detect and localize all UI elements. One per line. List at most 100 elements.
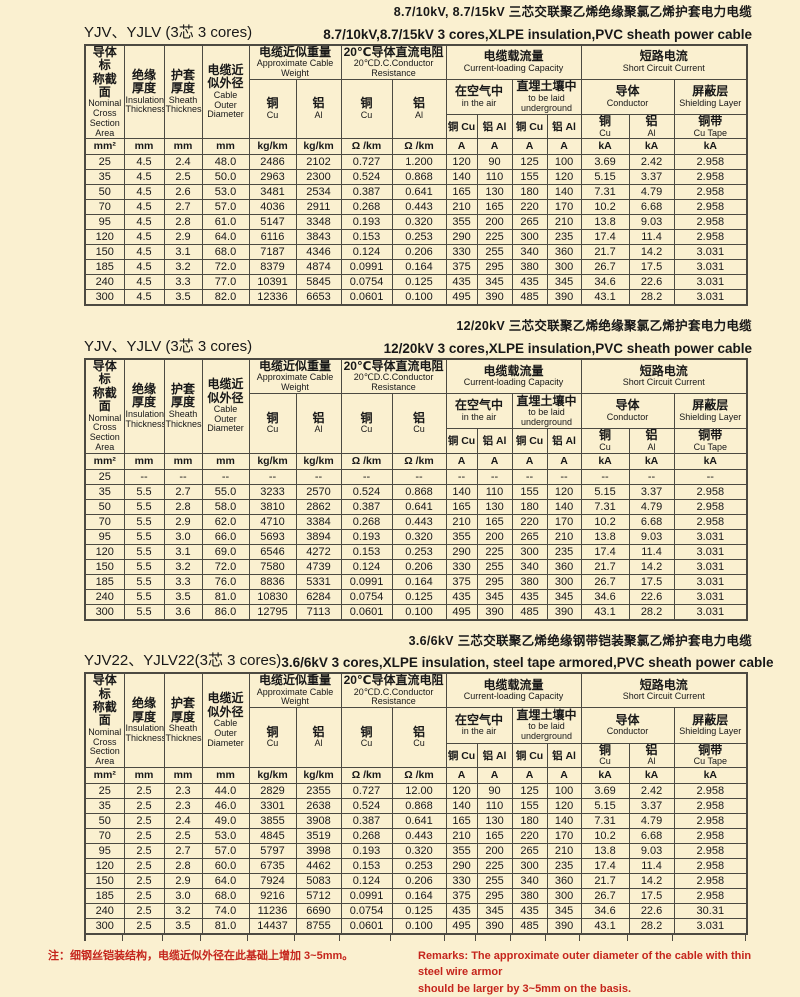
- table-cell: 5.15: [580, 483, 630, 500]
- table-cell: 0.124: [340, 244, 393, 261]
- table-cell: 435: [511, 274, 548, 291]
- table-cell: 7187: [248, 244, 297, 261]
- table-cell: 17.4: [580, 857, 630, 874]
- table-cell: 345: [546, 274, 582, 291]
- table-cell: 17.5: [628, 573, 675, 590]
- header-weight: 电缆近似重量 Approximate Cable Weight: [248, 44, 342, 80]
- remarks: 注：细钢丝铠装结构，电缆近似外径在此基础上增加 3~5mm。 Remarks: …: [48, 948, 754, 997]
- table-cell: 4.5: [123, 274, 165, 291]
- table-cell: 4.5: [123, 229, 165, 246]
- table-cell: 3.0: [163, 528, 203, 545]
- unit-cell: A: [511, 766, 548, 784]
- table-cell: 66.0: [201, 528, 250, 545]
- table-cell: 64.0: [201, 872, 250, 889]
- table-cell: 3.69: [580, 782, 630, 799]
- header-row-3: 铜 Cu 铝 Al 铜 Cu 铝 Al 铜 Cu 铝 Al 铜带 Cu Tape: [85, 114, 748, 140]
- table-cell: 330: [445, 558, 478, 575]
- table-cell: 5.5: [123, 588, 165, 605]
- header-conductor: 导体 Conductor: [580, 392, 675, 430]
- table-cell: 0.100: [391, 289, 447, 306]
- table-cell: 2.958: [673, 184, 748, 201]
- table-cell: --: [476, 468, 513, 485]
- header-capacity: 电缆载流量 Current-loading Capacity: [445, 358, 582, 394]
- header-row-1: 导体标 称截面 Nominal Cross Section Area 绝缘 厚度 In…: [84, 358, 748, 454]
- unit-cell: Ω /km: [340, 452, 393, 470]
- table-cell: 1.200: [391, 154, 447, 171]
- table-cell: 340: [511, 244, 548, 261]
- label-cn: 电缆载流量: [483, 677, 544, 692]
- table-cell: 2355: [295, 782, 342, 799]
- table-cell: 2.5: [163, 827, 203, 844]
- header-underground: 直埋土壤中 to be laid underground: [511, 78, 582, 116]
- table-row: 70 5.5 2.9 62.0 4710 3384 0.268 0.443 210 165 220 1…: [84, 513, 748, 530]
- table-cell: 0.524: [340, 483, 393, 500]
- label-cn: 铝: [413, 724, 426, 739]
- table-body: 25 2.5 2.3 44.0 2829 2355 0.727 12.00 120 90 125 10…: [84, 782, 748, 935]
- header-nominal: 导体标 称截面 Nominal Cross Section Area: [84, 358, 125, 454]
- table-cell: 0.268: [340, 513, 393, 530]
- label-cn: 在空气中: [455, 398, 504, 413]
- label-cn: 绝缘 厚度: [131, 67, 156, 96]
- table-cell: 35: [84, 483, 125, 500]
- label-cn: 铜: [266, 724, 279, 739]
- table-cell: 8836: [248, 573, 297, 590]
- table-cell: 345: [476, 588, 513, 605]
- label-cn: 导体: [615, 712, 640, 727]
- table-cell: 9.03: [628, 842, 675, 859]
- table-cell: 6284: [295, 588, 342, 605]
- table-cell: 4.5: [123, 169, 165, 186]
- table-cell: 2.958: [673, 887, 748, 904]
- table-cell: 495: [445, 917, 478, 935]
- unit-cell: kg/km: [295, 766, 342, 784]
- unit-cell: kA: [673, 766, 748, 784]
- table-cell: 2.958: [673, 229, 748, 246]
- table-cell: 72.0: [201, 259, 250, 276]
- table-cell: 4.79: [628, 812, 675, 829]
- table-cell: 2.5: [123, 872, 165, 889]
- table-row: 150 5.5 3.2 72.0 7580 4739 0.124 0.206 330 255 340…: [84, 558, 748, 575]
- label-en: Cu: [413, 738, 425, 749]
- table-cell: 0.0754: [340, 902, 393, 919]
- table-cell: 165: [445, 184, 478, 201]
- table-cell: 2.5: [123, 887, 165, 904]
- table-cell: 375: [445, 887, 478, 904]
- unit-cell: kA: [628, 138, 675, 156]
- table-cell: 95: [84, 528, 125, 545]
- header-cond-cu: 铜 Cu: [580, 742, 630, 768]
- label-cn: 导体标 称截面: [92, 358, 117, 414]
- table-cell: 4346: [295, 244, 342, 261]
- header-conductor: 导体 Conductor: [580, 707, 675, 744]
- unit-cell: Ω /km: [340, 766, 393, 784]
- table-cell: 2.7: [163, 842, 203, 859]
- table-row: 150 4.5 3.1 68.0 7187 4346 0.124 0.206 330 255 340…: [84, 244, 748, 261]
- table-row: 185 5.5 3.3 76.0 8836 5331 0.0991 0.164 375 295 38…: [84, 573, 748, 590]
- table-cell: 0.320: [391, 842, 447, 859]
- table-cell: 220: [511, 827, 548, 844]
- table-cell: 2.3: [163, 797, 203, 814]
- table-cell: 5147: [248, 214, 297, 231]
- label-en: Short Circuit Current: [622, 691, 705, 702]
- label-en: Al: [647, 441, 656, 452]
- table-cell: 61.0: [201, 214, 250, 231]
- table-cell: 53.0: [201, 827, 250, 844]
- table-cell: 435: [445, 588, 478, 605]
- unit-cell: mm: [163, 766, 203, 784]
- table-cell: 4.5: [123, 184, 165, 201]
- header-weight: 电缆近似重量 Approximate Cable Weight: [248, 672, 342, 709]
- table-cell: 2.5: [123, 902, 165, 919]
- header-capacity-sub-3: 铝 Al: [546, 114, 582, 140]
- table-cell: 22.6: [628, 588, 675, 605]
- table-cell: 0.153: [340, 857, 393, 874]
- header-diameter: 电缆近 似外径 Cable Outer Diameter: [201, 44, 250, 140]
- table-cell: 255: [476, 872, 513, 889]
- unit-cell: A: [511, 138, 548, 156]
- table-cell: 140: [445, 797, 478, 814]
- table-cell: 43.1: [580, 917, 630, 935]
- table-cell: 3.3: [163, 573, 203, 590]
- table-cell: 7113: [295, 603, 342, 620]
- table-cell: 7580: [248, 558, 297, 575]
- header-capacity-sub-2: 铜 Cu: [511, 114, 548, 140]
- table-cell: 435: [445, 902, 478, 919]
- header-capacity-sub-2: 铜 Cu: [511, 742, 548, 768]
- unit-cell: kg/km: [248, 138, 297, 156]
